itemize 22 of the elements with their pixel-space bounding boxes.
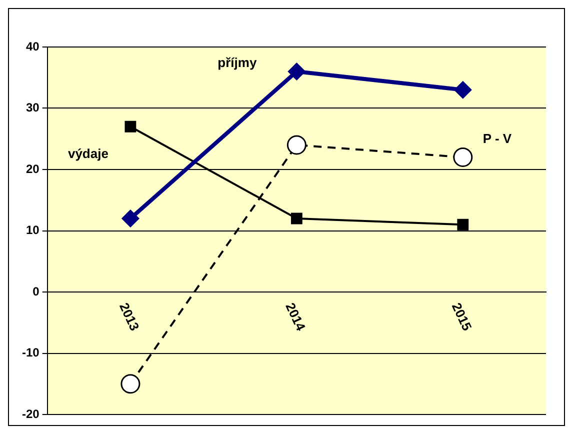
y-tick-label: 40 bbox=[26, 39, 40, 54]
y-tick-label: -20 bbox=[22, 406, 40, 421]
x-tick-label: 2015 bbox=[448, 300, 475, 333]
point bbox=[120, 374, 140, 394]
point bbox=[288, 62, 306, 80]
point bbox=[124, 120, 136, 132]
series-label: výdaje bbox=[68, 146, 108, 162]
y-tick-label: 20 bbox=[26, 162, 40, 176]
point bbox=[454, 81, 472, 99]
y-tick-label: -10 bbox=[22, 346, 40, 360]
point bbox=[290, 212, 302, 224]
x-tick-label: 2013 bbox=[116, 300, 142, 333]
series-label: P - V bbox=[482, 130, 512, 146]
y-tick-label: 10 bbox=[26, 223, 40, 238]
y-tick-label: 0 bbox=[32, 284, 40, 298]
point bbox=[122, 210, 140, 228]
text: příjmy bbox=[218, 55, 258, 70]
y-tick-label: 30 bbox=[26, 100, 40, 115]
point bbox=[286, 135, 306, 155]
point bbox=[457, 218, 469, 230]
x-tick-label: 2014 bbox=[282, 300, 309, 334]
point bbox=[453, 148, 473, 167]
